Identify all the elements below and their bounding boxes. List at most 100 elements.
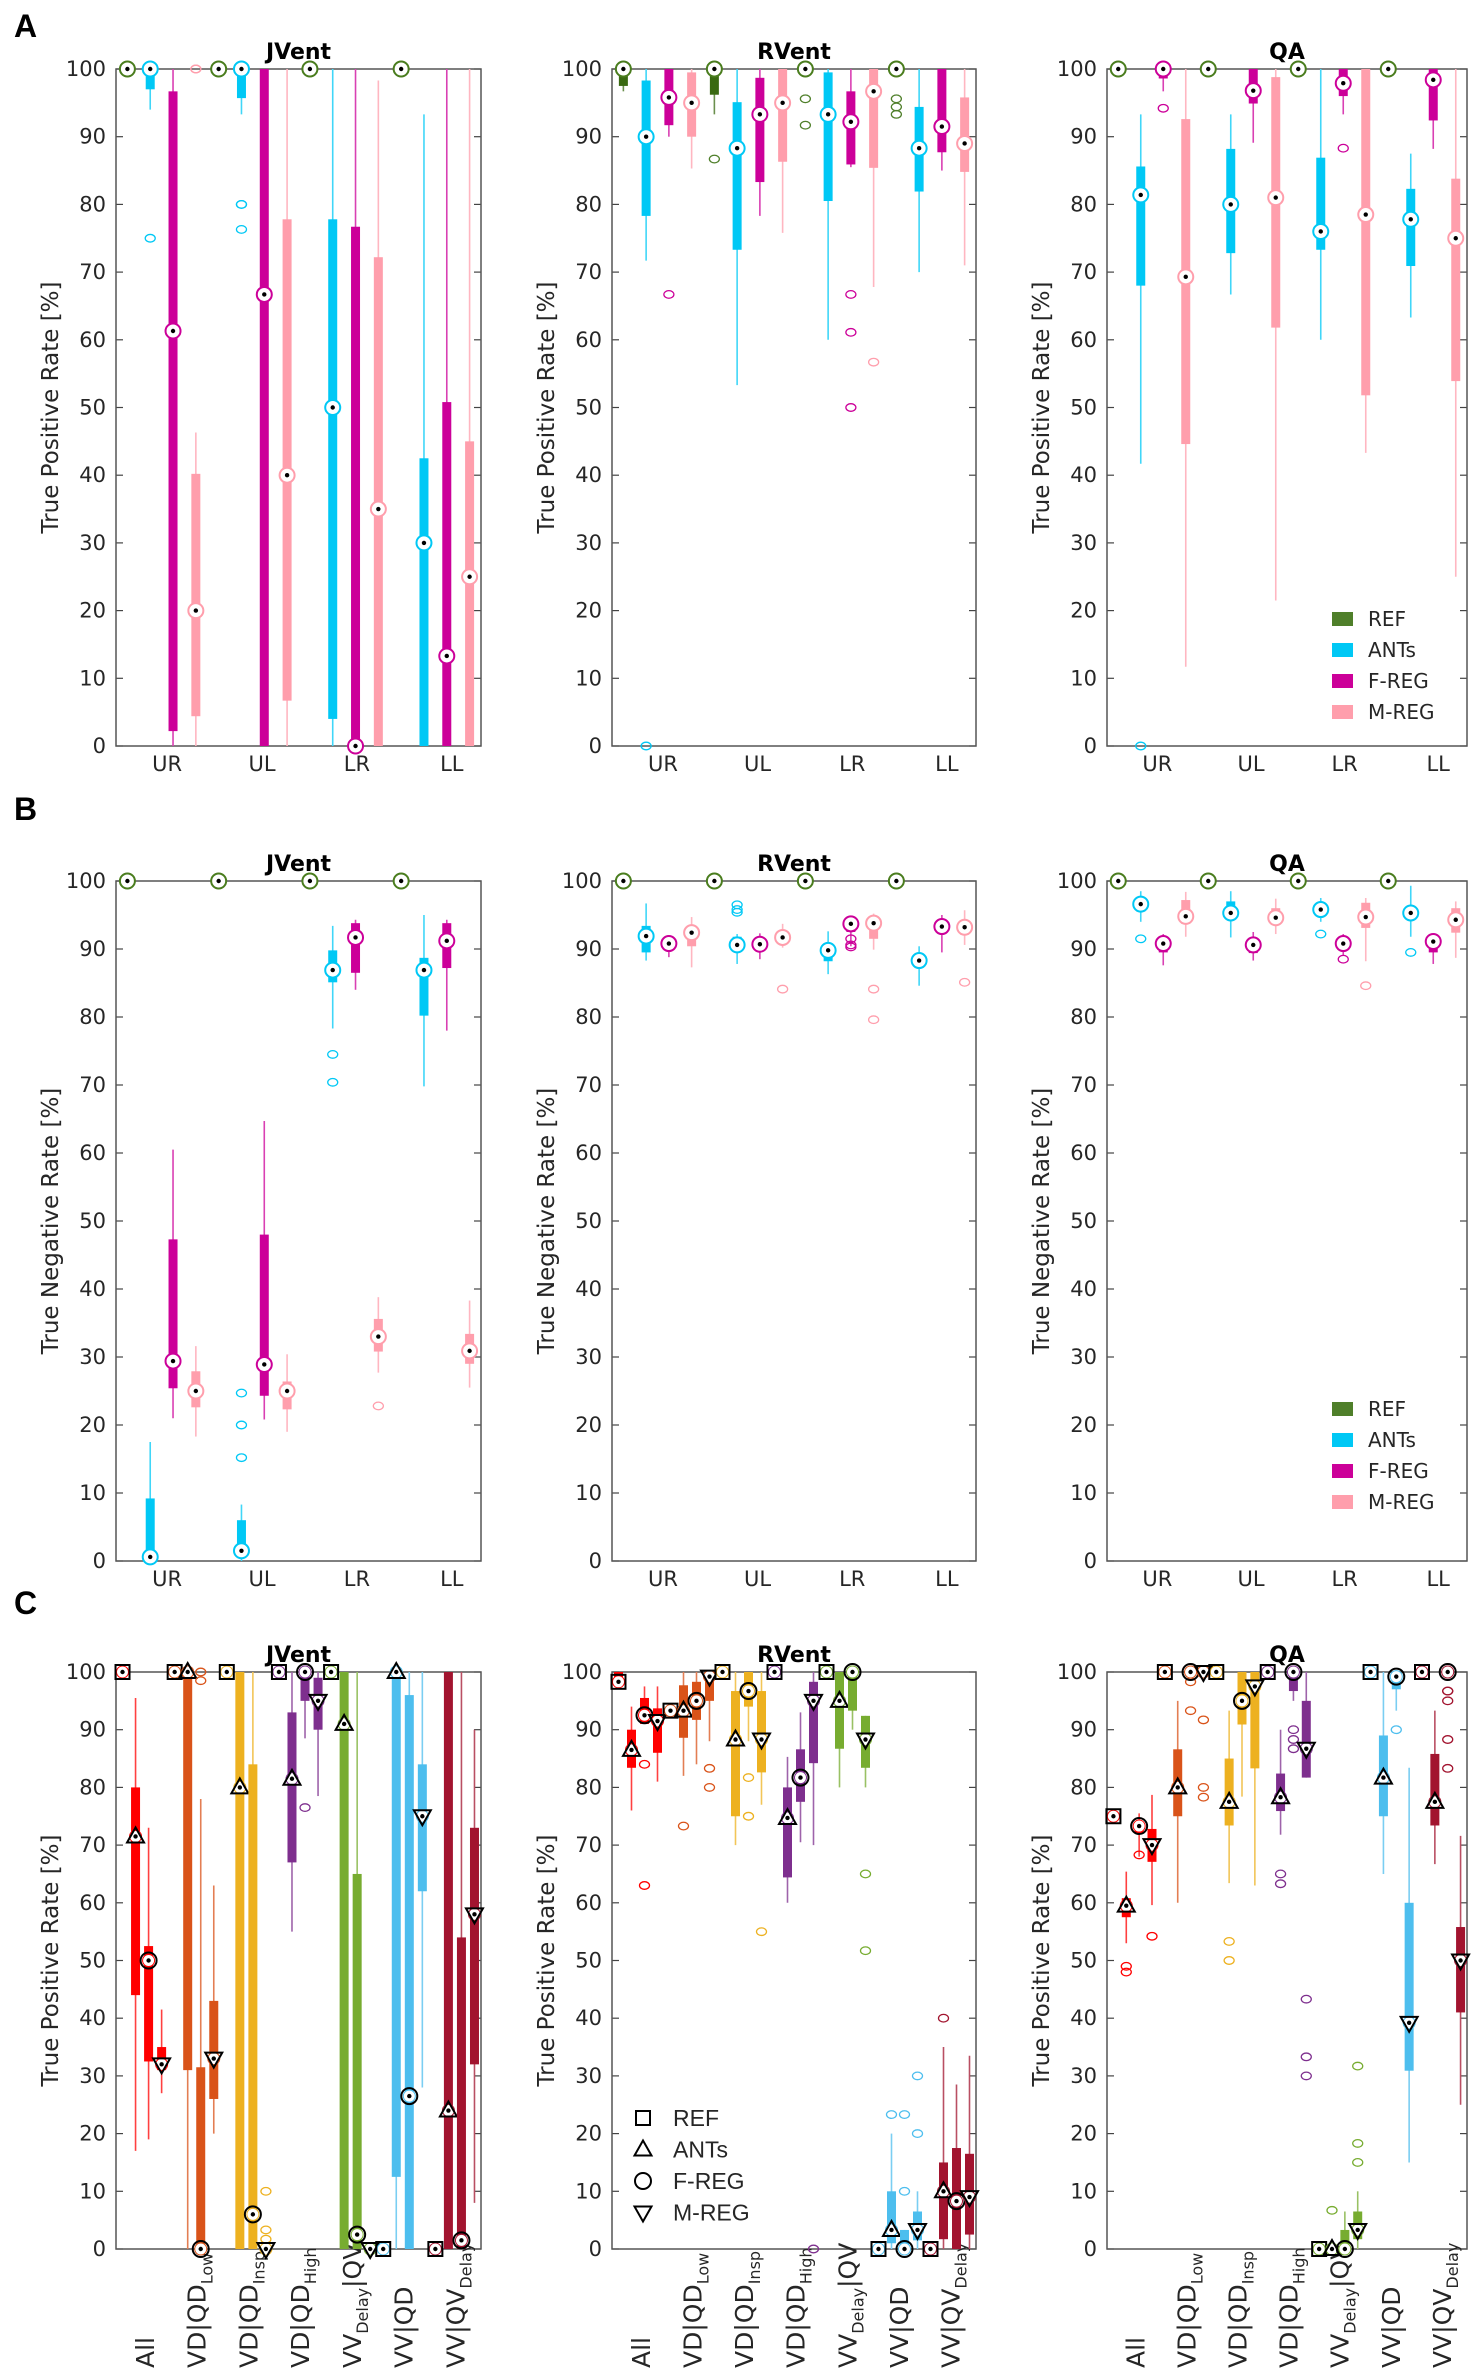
y-tick-label: 80 bbox=[575, 192, 602, 216]
box bbox=[1361, 69, 1371, 396]
median-dot bbox=[1386, 66, 1391, 72]
median-dot bbox=[444, 653, 449, 659]
median-dot bbox=[1381, 1775, 1386, 1780]
boxplot-ants bbox=[1132, 891, 1150, 944]
median-dot bbox=[193, 608, 199, 613]
median-dot bbox=[894, 66, 899, 72]
boxplot-ants bbox=[415, 915, 433, 1087]
category-label: VV|QVDelay bbox=[441, 2243, 475, 2368]
category-label: All bbox=[1122, 2337, 1151, 2368]
outlier-point bbox=[1352, 2157, 1364, 2167]
y-tick-label: 10 bbox=[575, 2179, 602, 2203]
boxplot-ref bbox=[323, 1664, 340, 1680]
median-dot bbox=[1161, 66, 1166, 72]
y-axis-label: True Negative Rate [%] bbox=[38, 1088, 64, 1356]
panel-label-a: A bbox=[14, 8, 37, 44]
boxplot-ref bbox=[796, 872, 814, 890]
median-dot bbox=[307, 66, 313, 72]
boxplot-f-reg bbox=[660, 69, 678, 299]
chart-title: JVent bbox=[264, 1643, 332, 1668]
outlier-point bbox=[898, 2186, 911, 2196]
category-text: VV bbox=[833, 2334, 862, 2368]
legend-label-f-reg: F-REG bbox=[673, 2168, 745, 2194]
category-subscript: Insp bbox=[1239, 2251, 1258, 2284]
y-tick-label: 90 bbox=[79, 1718, 106, 1742]
outlier-point bbox=[144, 233, 156, 243]
boxplot-f-reg bbox=[1438, 1663, 1457, 1773]
median-dot bbox=[798, 1775, 803, 1780]
boxplot-m-reg bbox=[1267, 69, 1285, 601]
boxplot-m-reg bbox=[803, 1672, 824, 2254]
box bbox=[641, 80, 651, 216]
median-dot bbox=[1386, 878, 1391, 884]
outlier-point bbox=[235, 1388, 248, 1398]
median-dot bbox=[1183, 274, 1188, 280]
boxplot-f-reg bbox=[452, 1672, 471, 2250]
median-marker-triangle-down bbox=[1347, 2222, 1368, 2241]
median-dot bbox=[666, 941, 672, 946]
median-dot bbox=[1458, 1958, 1463, 1963]
median-marker-triangle-down bbox=[1244, 1679, 1266, 1698]
outlier-point bbox=[859, 1946, 872, 1956]
boxplot-m-reg bbox=[751, 1672, 772, 1937]
median-marker-triangle-down bbox=[1141, 1838, 1163, 1857]
y-tick-label: 60 bbox=[575, 1891, 602, 1915]
outlier-point bbox=[867, 984, 880, 994]
boxplot-ants bbox=[177, 1660, 198, 2249]
boxplot-f-reg bbox=[1244, 932, 1262, 961]
median-dot bbox=[1408, 910, 1413, 916]
median-dot bbox=[307, 878, 313, 884]
boxplot-ants bbox=[933, 2013, 954, 2249]
y-tick-label: 100 bbox=[1057, 869, 1097, 893]
category-label-ur: UR bbox=[1142, 752, 1172, 776]
y-tick-label: 20 bbox=[575, 599, 602, 623]
boxplot-ref bbox=[1289, 60, 1307, 78]
category-label-ll: LL bbox=[440, 752, 464, 776]
legend-label-f-reg: F-REG bbox=[1368, 1459, 1429, 1483]
legend-label-ref: REF bbox=[673, 2105, 719, 2131]
category-text: VV|QV bbox=[1428, 2289, 1457, 2368]
legend-swatch-m-reg bbox=[1332, 705, 1353, 719]
median-dot bbox=[353, 935, 358, 940]
median-dot bbox=[239, 1548, 244, 1554]
category-subscript: Delay bbox=[848, 2288, 867, 2334]
outlier-point bbox=[885, 2110, 898, 2120]
legend-swatch-f-reg bbox=[1332, 674, 1353, 688]
boxplot-f-reg bbox=[1424, 69, 1442, 149]
category-label: VD|QDInsp bbox=[234, 2251, 268, 2368]
median-dot bbox=[1406, 2020, 1412, 2026]
median-dot bbox=[1445, 1669, 1450, 1675]
median-marker-triangle-down bbox=[255, 2242, 277, 2261]
median-marker-triangle-down bbox=[803, 1693, 824, 1712]
median-dot bbox=[1239, 1698, 1245, 1704]
boxplot-ref bbox=[705, 60, 723, 164]
outlier-point bbox=[1197, 1782, 1210, 1792]
median-dot bbox=[328, 1669, 334, 1675]
median-dot bbox=[330, 967, 335, 973]
boxplot-f-reg bbox=[660, 935, 678, 958]
y-tick-label: 20 bbox=[1070, 1413, 1097, 1437]
category-text: VD|QD bbox=[782, 2284, 811, 2368]
box bbox=[1301, 1700, 1311, 1778]
outlier-point bbox=[640, 741, 652, 751]
median-marker-triangle-up bbox=[1167, 1776, 1188, 1795]
boxplot-ref bbox=[301, 872, 319, 890]
boxplot-f-reg bbox=[687, 1672, 706, 1765]
box bbox=[145, 69, 155, 90]
category-label-ur: UR bbox=[1142, 1567, 1172, 1591]
boxplot-ants bbox=[829, 1672, 850, 1788]
plot-frame bbox=[611, 880, 977, 1562]
median-dot bbox=[284, 1388, 290, 1394]
outlier-point bbox=[776, 984, 789, 994]
box bbox=[442, 402, 452, 746]
boxplot-f-reg bbox=[191, 1667, 210, 2258]
boxplot-f-reg bbox=[347, 69, 365, 755]
median-dot bbox=[170, 1358, 176, 1364]
outlier-point bbox=[299, 1803, 311, 1813]
category-label: VD|QDInsp bbox=[730, 2251, 764, 2368]
outlier-point bbox=[708, 154, 721, 164]
box bbox=[328, 219, 338, 719]
boxplot-f-reg bbox=[933, 915, 951, 953]
y-axis-label: True Positive Rate [%] bbox=[534, 1835, 560, 2088]
outlier-point bbox=[799, 120, 812, 130]
